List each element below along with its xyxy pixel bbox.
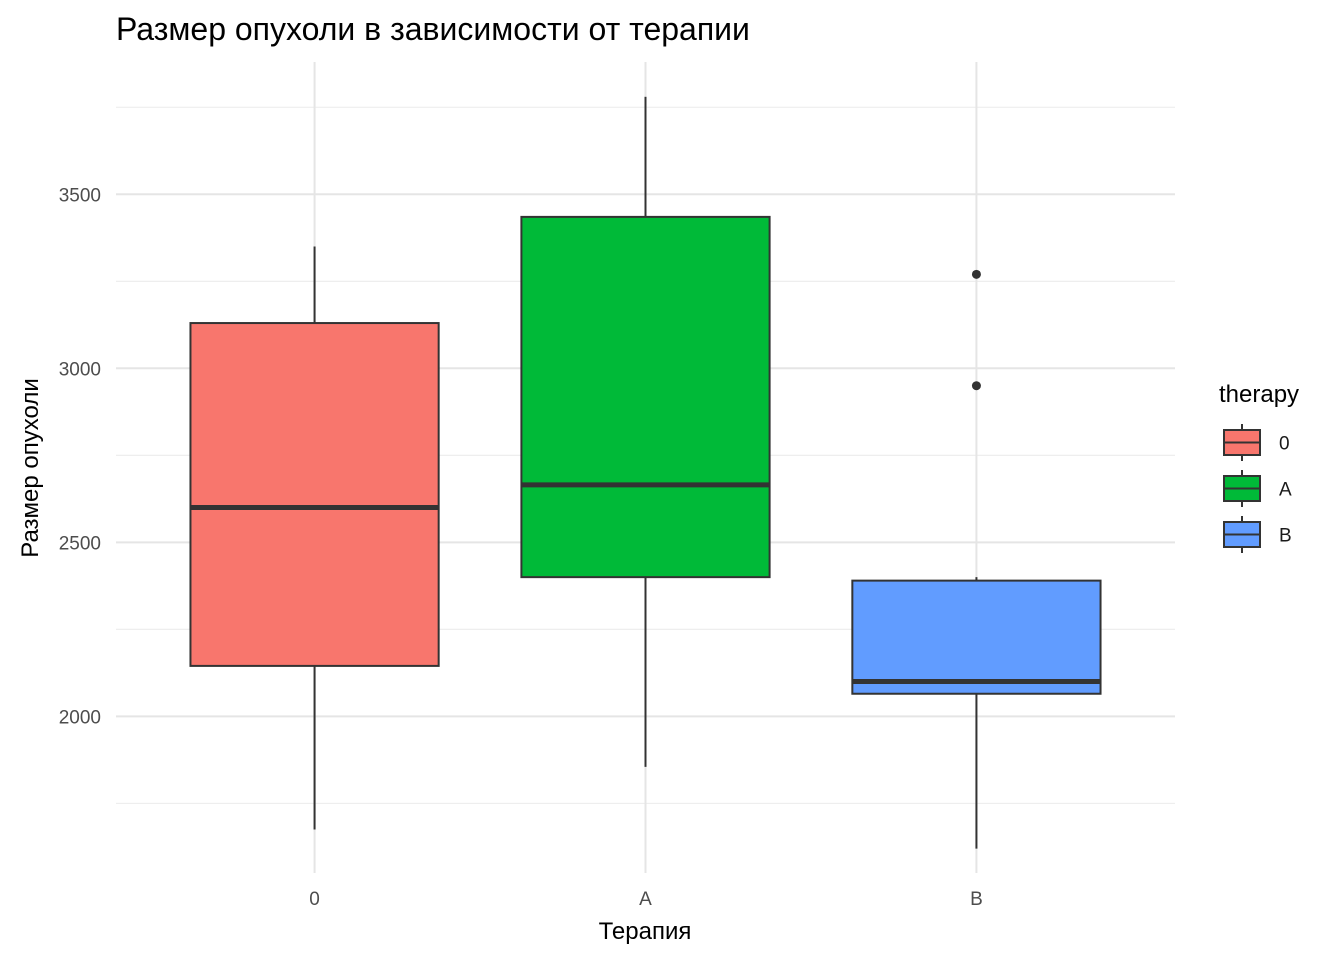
boxes <box>189 96 1102 849</box>
y-axis-ticks: 2000 2500 3000 3500 <box>59 185 101 728</box>
outlier-point <box>971 269 981 279</box>
legend-label: 0 <box>1279 434 1290 455</box>
x-tick-label: 0 <box>309 889 320 910</box>
legend-title: therapy <box>1219 381 1299 408</box>
x-axis-title: Терапия <box>599 918 692 945</box>
legend-label: A <box>1279 480 1292 501</box>
box-group-0 <box>189 246 440 830</box>
box <box>189 322 440 667</box>
box <box>851 579 1102 695</box>
y-axis-title: Размер опухоли <box>17 378 44 557</box>
legend-label: B <box>1279 526 1292 547</box>
y-tick-label: 3500 <box>59 185 101 206</box>
x-tick-label: A <box>639 889 652 910</box>
box <box>520 215 771 579</box>
legend-entry-0: 0 <box>1223 424 1290 461</box>
x-axis-ticks: 0 A B <box>309 889 983 910</box>
legend-entry-B: B <box>1223 516 1292 553</box>
y-tick-label: 3000 <box>59 359 101 380</box>
box-group-B <box>851 269 1102 849</box>
outlier-point <box>971 381 981 391</box>
box-group-A <box>520 96 771 767</box>
legend-entry-A: A <box>1223 470 1292 507</box>
chart-title: Размер опухоли в зависимости от терапии <box>116 11 750 47</box>
y-tick-label: 2000 <box>59 707 101 728</box>
legend: therapy 0 A B <box>1219 381 1299 553</box>
y-tick-label: 2500 <box>59 533 101 554</box>
x-tick-label: B <box>970 889 983 910</box>
